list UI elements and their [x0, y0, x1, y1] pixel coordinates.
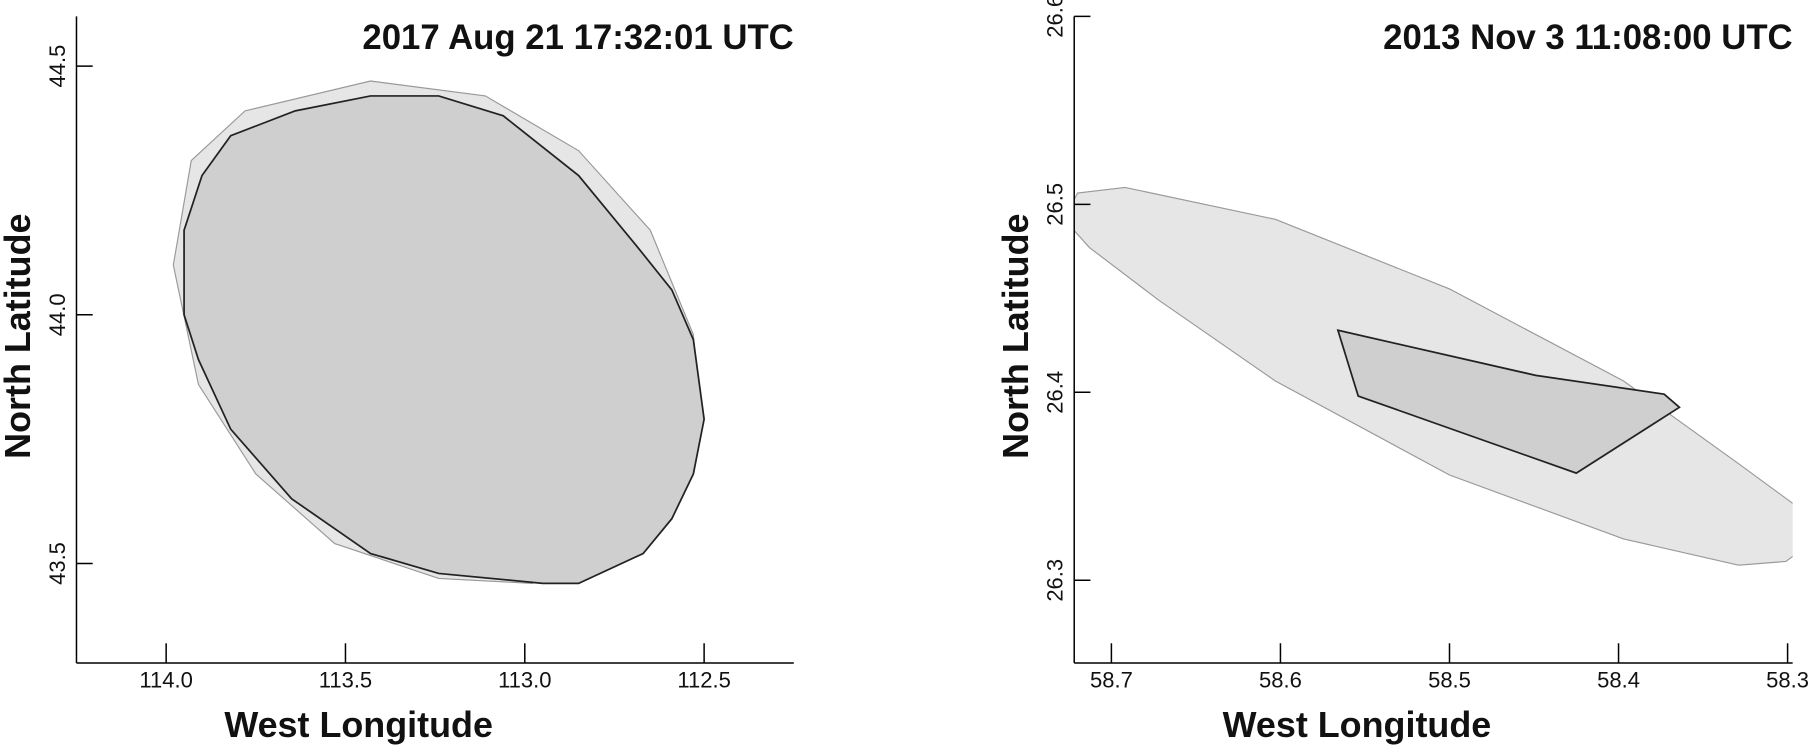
x-axis-title: West Longitude — [1223, 704, 1492, 745]
panel: 114.0 113.5 113.0 112.5 43.5 44.0 44.5 2017 Aug… — [0, 16, 794, 745]
y-tick-label: 44.0 — [45, 293, 70, 336]
x-tick-label: 58.4 — [1597, 667, 1640, 692]
x-tick-label: 113.0 — [498, 667, 551, 692]
chart-title: 2013 Nov 3 11:08:00 UTC — [1383, 19, 1792, 57]
x-tick-label: 58.6 — [1259, 667, 1302, 692]
y-axis-title: North Latitude — [995, 214, 1036, 459]
y-tick-label: 26.4 — [1043, 371, 1068, 414]
chart-title: 2017 Aug 21 17:32:01 UTC — [362, 19, 793, 57]
x-tick-label: 112.5 — [677, 667, 730, 692]
y-tick-label: 43.5 — [45, 542, 70, 585]
y-tick-label: 44.5 — [45, 45, 70, 88]
x-tick-label: 58.7 — [1090, 667, 1133, 692]
x-tick-label: 114.0 — [139, 667, 192, 692]
x-tick-label: 58.3 — [1766, 667, 1809, 692]
y-tick-label: 26.3 — [1043, 559, 1068, 602]
y-axis-title: North Latitude — [0, 214, 38, 459]
y-tick-label: 26.6 — [1043, 0, 1068, 38]
x-axis-title: West Longitude — [224, 704, 493, 745]
x-tick-label: 58.5 — [1428, 667, 1471, 692]
panel: 58.7 58.6 58.5 58.4 58.3 26.3 26.4 26.5 26.6 2013… — [995, 0, 1809, 745]
region — [1336, 329, 1681, 475]
y-tick-label: 26.5 — [1043, 183, 1068, 226]
region — [183, 95, 705, 585]
x-tick-label: 113.5 — [319, 667, 372, 692]
